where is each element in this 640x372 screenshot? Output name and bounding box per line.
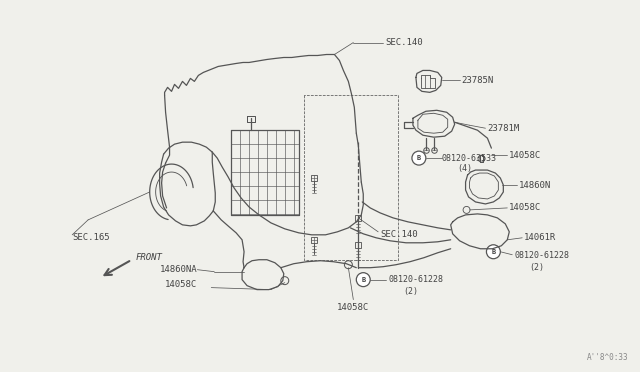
Text: (2): (2) xyxy=(403,287,418,296)
Circle shape xyxy=(412,151,426,165)
Text: B: B xyxy=(417,155,421,161)
Text: 14860NA: 14860NA xyxy=(160,265,197,274)
Text: (4): (4) xyxy=(458,164,472,173)
Text: 14058C: 14058C xyxy=(165,280,197,289)
Text: 08120-63533: 08120-63533 xyxy=(442,154,497,163)
Bar xyxy=(310,237,317,243)
Text: SEC.140: SEC.140 xyxy=(385,38,423,47)
Text: (2): (2) xyxy=(529,263,544,272)
Text: 14061R: 14061R xyxy=(524,233,556,242)
Bar xyxy=(355,215,361,221)
Text: B: B xyxy=(492,249,495,255)
Text: SEC.165: SEC.165 xyxy=(72,233,110,242)
Text: FRONT: FRONT xyxy=(136,253,163,262)
Text: 14058C: 14058C xyxy=(337,303,369,312)
Text: B: B xyxy=(361,277,365,283)
Text: SEC.140: SEC.140 xyxy=(380,230,418,239)
Text: 08120-61228: 08120-61228 xyxy=(388,275,443,284)
Text: 08120-61228: 08120-61228 xyxy=(515,251,569,260)
Text: 14860N: 14860N xyxy=(519,180,552,189)
Text: 14058C: 14058C xyxy=(509,203,541,212)
Bar xyxy=(355,242,361,248)
Text: 14058C: 14058C xyxy=(509,151,541,160)
Circle shape xyxy=(356,273,370,286)
Text: 23781M: 23781M xyxy=(488,124,520,133)
Text: A''8^0:33: A''8^0:33 xyxy=(587,353,628,362)
Circle shape xyxy=(486,245,500,259)
Bar xyxy=(310,175,317,181)
Text: 23785N: 23785N xyxy=(461,76,494,85)
